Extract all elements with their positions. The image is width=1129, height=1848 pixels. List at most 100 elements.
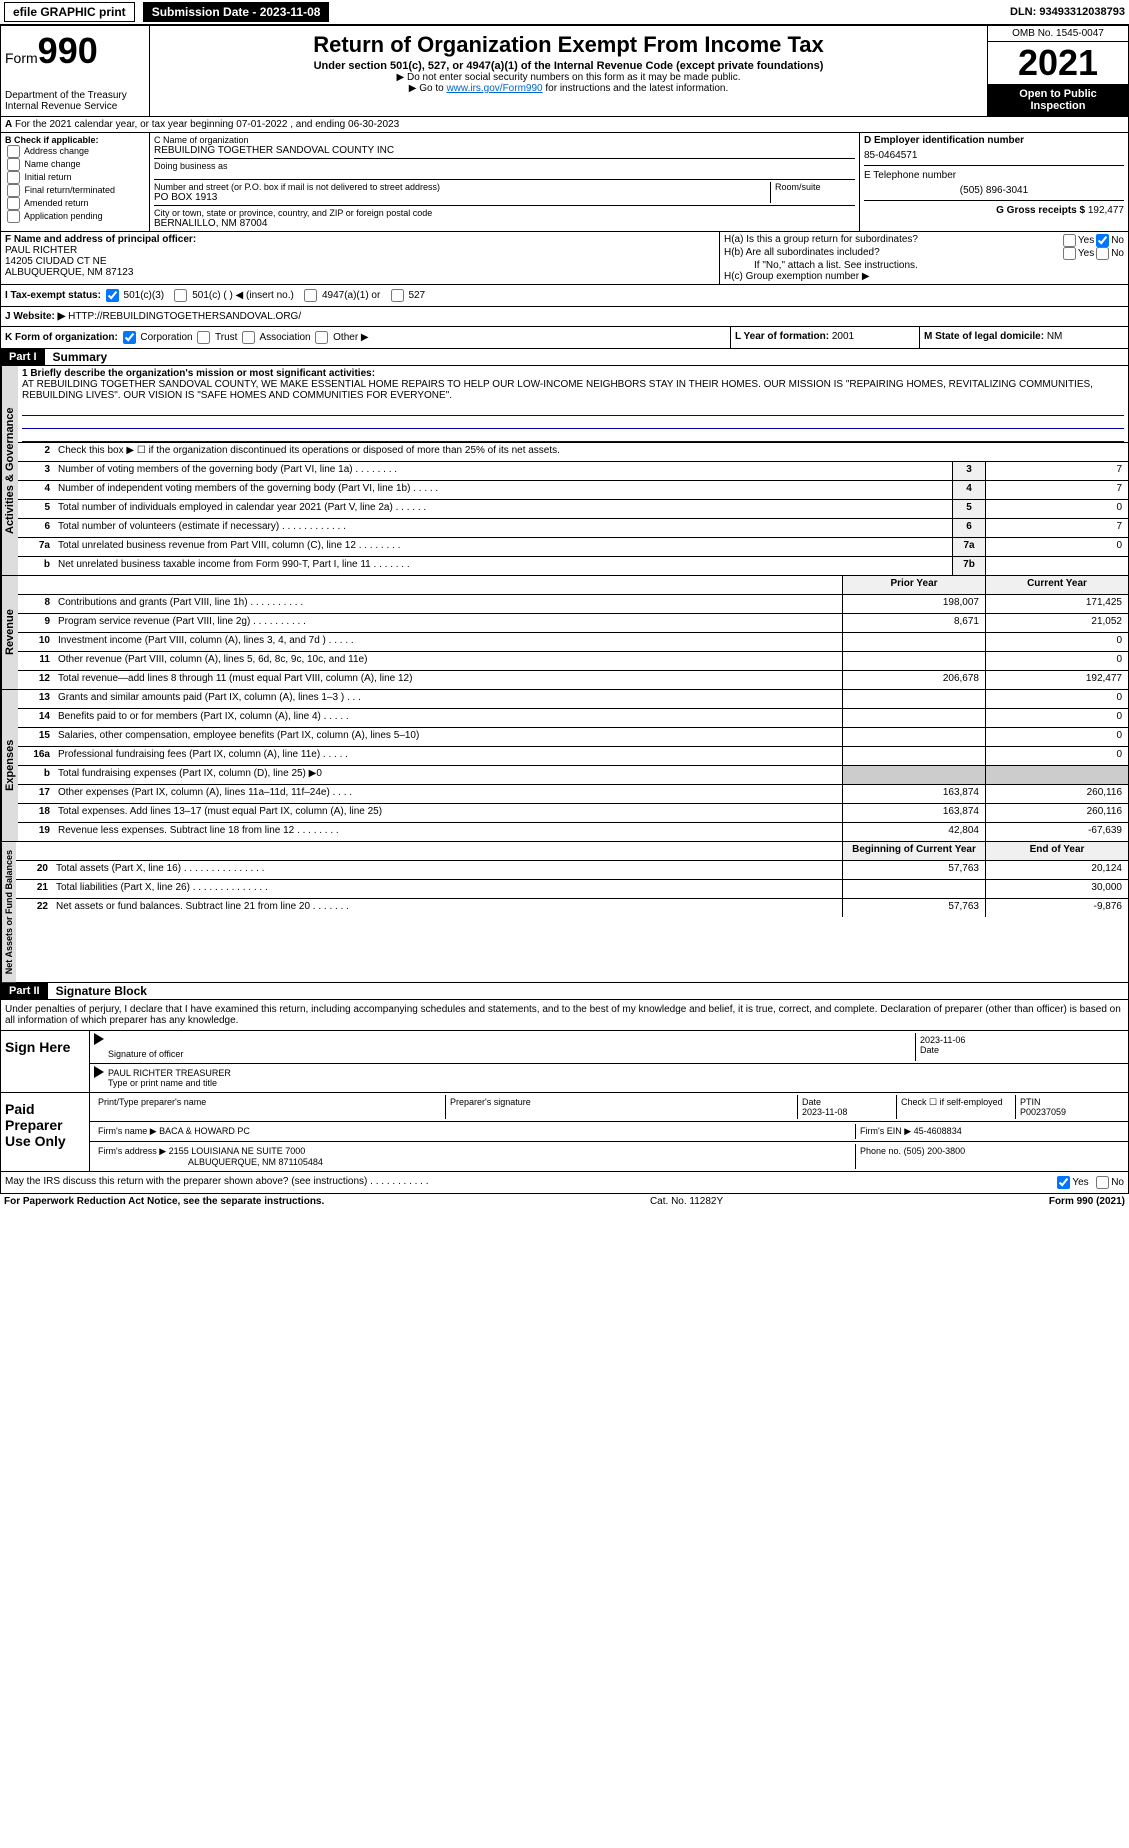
- firm-name: BACA & HOWARD PC: [159, 1126, 250, 1136]
- vtab-governance: Activities & Governance: [1, 366, 18, 575]
- part2-title: Signature Block: [48, 984, 147, 998]
- arrow-icon: [94, 1033, 104, 1045]
- page-footer: For Paperwork Reduction Act Notice, see …: [0, 1194, 1129, 1209]
- cb-initial-return[interactable]: Initial return: [5, 171, 145, 184]
- gross-receipts: 192,477: [1088, 205, 1124, 216]
- table-row: b Total fundraising expenses (Part IX, c…: [18, 766, 1128, 785]
- vtab-netassets: Net Assets or Fund Balances: [1, 842, 16, 982]
- signature-block: Under penalties of perjury, I declare th…: [0, 1000, 1129, 1194]
- open-public-badge: Open to Public Inspection: [988, 84, 1128, 116]
- table-row: 7a Total unrelated business revenue from…: [18, 538, 1128, 557]
- cb-amended[interactable]: Amended return: [5, 197, 145, 210]
- box-c-name-label: C Name of organization: [154, 135, 855, 145]
- hb-yes[interactable]: Yes: [1061, 247, 1094, 260]
- org-address: PO BOX 1913: [154, 192, 770, 203]
- col-begin: Beginning of Current Year: [842, 842, 985, 860]
- prep-name-label: Print/Type preparer's name: [94, 1095, 446, 1119]
- cb-assoc[interactable]: [242, 331, 255, 344]
- officer-typed-name: PAUL RICHTER TREASURER: [108, 1068, 1120, 1078]
- row-fh: F Name and address of principal officer:…: [1, 232, 1128, 285]
- submission-date-button[interactable]: Submission Date - 2023-11-08: [143, 2, 330, 22]
- firm-ein-field: Firm's EIN ▶ 45-4608834: [856, 1124, 1124, 1139]
- cb-527[interactable]: [391, 289, 404, 302]
- box-d-label: D Employer identification number: [864, 135, 1124, 146]
- blank-line: [22, 429, 1124, 442]
- box-c: C Name of organization REBUILDING TOGETH…: [150, 133, 860, 231]
- form-header: Form990 Department of the Treasury Inter…: [0, 25, 1129, 117]
- firm-addr2: ALBUQUERQUE, NM 871105484: [98, 1157, 323, 1167]
- date-label: Date: [920, 1045, 1120, 1055]
- vtab-expenses: Expenses: [1, 690, 18, 841]
- firm-phone: (505) 200-3800: [904, 1146, 966, 1156]
- hb-note: If "No," attach a list. See instructions…: [724, 260, 1124, 271]
- box-k: K Form of organization: Corporation Trus…: [1, 327, 731, 348]
- box-i: I Tax-exempt status: 501(c)(3) 501(c) ( …: [1, 285, 1128, 307]
- cb-corp[interactable]: [123, 331, 136, 344]
- form-number: Form990: [5, 30, 145, 72]
- cb-app-pending[interactable]: Application pending: [5, 210, 145, 223]
- table-row: b Net unrelated business taxable income …: [18, 557, 1128, 575]
- col-current: Current Year: [985, 576, 1128, 594]
- mission-text: AT REBUILDING TOGETHER SANDOVAL COUNTY, …: [22, 379, 1093, 401]
- officer-addr1: 14205 CIUDAD CT NE: [5, 256, 715, 267]
- form-subtitle: Under section 501(c), 527, or 4947(a)(1)…: [154, 60, 983, 72]
- sig-date: 2023-11-06: [920, 1035, 1120, 1045]
- firm-name-field: Firm's name ▶ BACA & HOWARD PC: [94, 1124, 856, 1139]
- phone-value: (505) 896-3041: [864, 181, 1124, 200]
- table-row: 4 Number of independent voting members o…: [18, 481, 1128, 500]
- ha-yes[interactable]: Yes: [1061, 234, 1094, 247]
- may-irs-text: May the IRS discuss this return with the…: [5, 1176, 1055, 1189]
- cb-final-return[interactable]: Final return/terminated: [5, 184, 145, 197]
- table-row: 14 Benefits paid to or for members (Part…: [18, 709, 1128, 728]
- firm-addr-field: Firm's address ▶ 2155 LOUISIANA NE SUITE…: [94, 1144, 856, 1169]
- may-irs-yes[interactable]: Yes: [1055, 1176, 1088, 1189]
- table-row: 10 Investment income (Part VIII, column …: [18, 633, 1128, 652]
- cb-trust[interactable]: [197, 331, 210, 344]
- table-row: 12 Total revenue—add lines 8 through 11 …: [18, 671, 1128, 689]
- section-a: A For the 2021 calendar year, or tax yea…: [0, 117, 1129, 349]
- dept-label: Department of the Treasury: [5, 90, 145, 101]
- sign-here-label: Sign Here: [1, 1031, 90, 1092]
- part1-title: Summary: [45, 350, 108, 364]
- cb-501c[interactable]: [174, 289, 187, 302]
- table-row: 18 Total expenses. Add lines 13–17 (must…: [18, 804, 1128, 823]
- irs-link[interactable]: www.irs.gov/Form990: [446, 83, 542, 94]
- cb-other[interactable]: [315, 331, 328, 344]
- dln-label: DLN: 93493312038793: [1010, 6, 1125, 18]
- cb-name-change[interactable]: Name change: [5, 158, 145, 171]
- website-value: HTTP://REBUILDINGTOGETHERSANDOVAL.ORG/: [68, 311, 301, 322]
- table-row: 13 Grants and similar amounts paid (Part…: [18, 690, 1128, 709]
- officer-addr2: ALBUQUERQUE, NM 87123: [5, 267, 715, 278]
- declaration-text: Under penalties of perjury, I declare th…: [1, 1000, 1128, 1031]
- firm-addr1: 2155 LOUISIANA NE SUITE 7000: [169, 1146, 306, 1156]
- blank-line: [22, 403, 1124, 416]
- top-bar: efile GRAPHIC print Submission Date - 20…: [0, 0, 1129, 25]
- line1-label: 1 Briefly describe the organization's mi…: [22, 368, 375, 379]
- table-row: 20 Total assets (Part X, line 16) . . . …: [16, 861, 1128, 880]
- box-deg: D Employer identification number 85-0464…: [860, 133, 1128, 231]
- part1-header: Part I Summary: [0, 349, 1129, 366]
- form-num: 990: [38, 30, 98, 71]
- table-row: 17 Other expenses (Part IX, column (A), …: [18, 785, 1128, 804]
- org-name: REBUILDING TOGETHER SANDOVAL COUNTY INC: [154, 145, 855, 156]
- hb-no[interactable]: No: [1094, 247, 1124, 260]
- state-domicile: NM: [1047, 331, 1063, 342]
- section-governance: Activities & Governance 1 Briefly descri…: [0, 366, 1129, 576]
- table-row: 5 Total number of individuals employed i…: [18, 500, 1128, 519]
- box-i-label: I Tax-exempt status:: [5, 290, 101, 301]
- may-irs-no[interactable]: No: [1094, 1176, 1124, 1189]
- cb-501c3[interactable]: [106, 289, 119, 302]
- table-row: 19 Revenue less expenses. Subtract line …: [18, 823, 1128, 841]
- officer-name: PAUL RICHTER: [5, 245, 715, 256]
- ha-no[interactable]: No: [1094, 234, 1124, 247]
- goto-post: for instructions and the latest informat…: [543, 83, 729, 94]
- cb-address-change[interactable]: Address change: [5, 145, 145, 158]
- ha-label: H(a) Is this a group return for subordin…: [724, 234, 1061, 247]
- cb-self-employed[interactable]: Check ☐ if self-employed: [897, 1095, 1016, 1119]
- paid-preparer-label: Paid Preparer Use Only: [1, 1093, 90, 1171]
- line-a: A For the 2021 calendar year, or tax yea…: [1, 117, 1128, 133]
- box-g-label: G Gross receipts $: [996, 205, 1085, 216]
- cb-4947[interactable]: [304, 289, 317, 302]
- box-k-label: K Form of organization:: [5, 332, 118, 343]
- table-row: 15 Salaries, other compensation, employe…: [18, 728, 1128, 747]
